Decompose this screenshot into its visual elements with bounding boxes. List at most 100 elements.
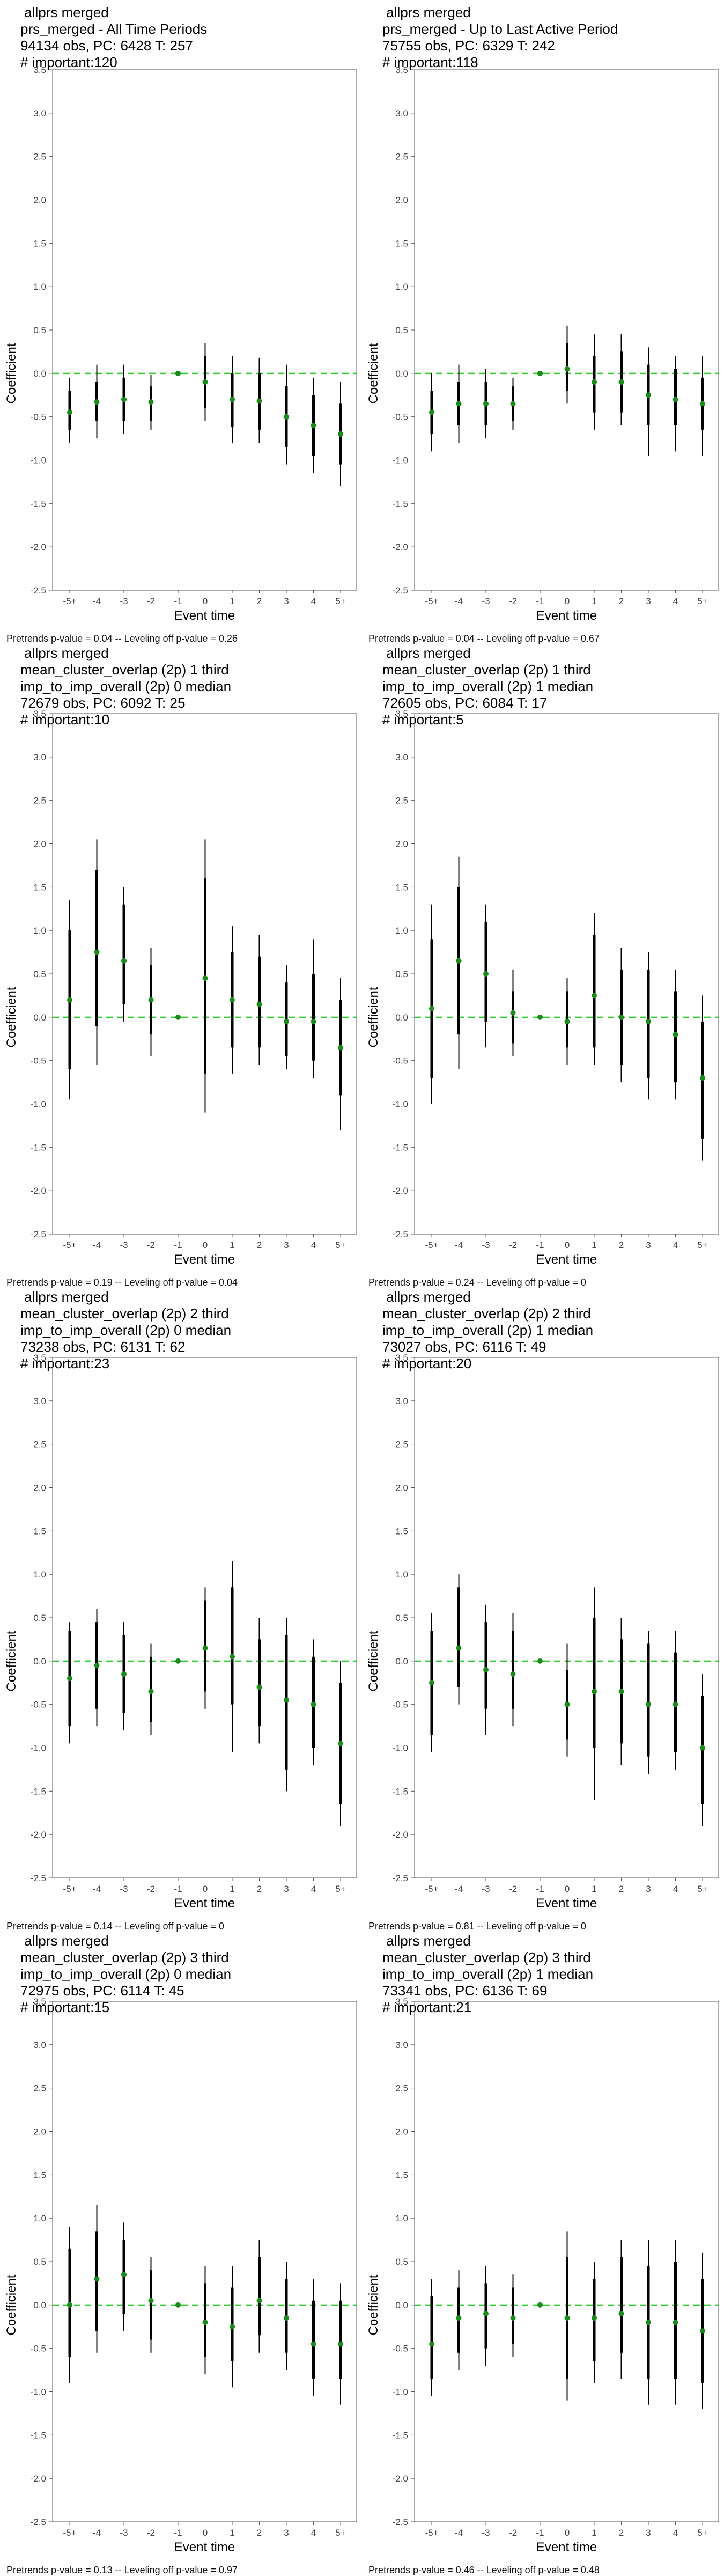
coefficient-point <box>537 371 543 376</box>
coefficient-point <box>121 2272 127 2277</box>
y-tick-label: 1.0 <box>395 1569 408 1580</box>
x-tick-label: -4 <box>455 1240 463 1250</box>
x-tick-label: 2 <box>619 2528 624 2538</box>
coefficient-point <box>230 397 235 402</box>
x-tick-label: 2 <box>619 1240 624 1250</box>
coefficient-point <box>483 971 489 977</box>
coefficient-point <box>592 2315 597 2321</box>
x-axis-label: Event time <box>401 2540 724 2555</box>
y-tick-label: 3.0 <box>33 108 46 119</box>
pvalue-footnote: Pretrends p-value = 0.46 -- Leveling off… <box>368 2565 600 2576</box>
y-tick-label: -0.5 <box>393 1700 408 1710</box>
plot-frame <box>53 2001 357 2522</box>
y-axis-label: Coefficient <box>366 2267 381 2343</box>
x-tick-label: -4 <box>455 2528 463 2538</box>
y-tick-label: -1.5 <box>31 2430 46 2440</box>
x-tick-label: 2 <box>619 1884 624 1894</box>
coefficient-point <box>203 379 208 385</box>
x-tick-label: -4 <box>455 1884 463 1894</box>
y-tick-label: -0.5 <box>393 1056 408 1066</box>
coefficient-point <box>175 1658 181 1664</box>
coefficient-point <box>619 1015 624 1020</box>
x-tick-label: -5+ <box>63 596 76 606</box>
x-tick-label: 4 <box>311 596 316 606</box>
y-tick-label: -1.5 <box>393 2430 408 2440</box>
y-tick-label: 0.5 <box>395 325 408 335</box>
x-tick-label: -3 <box>482 1240 490 1250</box>
y-tick-label: 3.0 <box>395 2040 408 2050</box>
coefficient-point <box>646 2320 651 2325</box>
y-tick-label: 1.5 <box>33 2170 46 2180</box>
y-axis-label: Coefficient <box>4 980 19 1055</box>
coefficient-point <box>673 1702 678 1707</box>
coefficient-point <box>338 1045 343 1050</box>
coefficient-point <box>646 1702 651 1707</box>
coefficient-point <box>565 1019 570 1024</box>
y-tick-label: 3.5 <box>395 1997 408 2007</box>
coefficient-point <box>619 2311 624 2316</box>
y-tick-label: -1.5 <box>393 1786 408 1796</box>
x-tick-label: -5+ <box>63 1884 76 1894</box>
y-tick-label: -1.0 <box>31 456 46 466</box>
y-tick-label: 3.5 <box>33 65 46 75</box>
y-tick-label: -0.5 <box>31 2344 46 2354</box>
x-tick-label: -2 <box>509 2528 517 2538</box>
y-tick-label: -2.0 <box>393 542 408 552</box>
y-tick-label: 1.5 <box>395 1526 408 1536</box>
y-tick-label: -2.0 <box>31 542 46 552</box>
y-axis-label: Coefficient <box>4 336 19 411</box>
y-tick-label: 2.0 <box>33 195 46 206</box>
coefficient-point <box>94 399 100 405</box>
y-tick-label: 3.0 <box>395 108 408 119</box>
coefficient-point <box>203 1646 208 1651</box>
y-axis-label: Coefficient <box>4 2267 19 2343</box>
coefficient-point <box>456 401 462 406</box>
coefficient-point <box>311 1702 316 1707</box>
y-tick-label: 1.0 <box>395 2213 408 2223</box>
y-tick-label: 0.5 <box>33 1613 46 1623</box>
x-tick-label: -3 <box>120 596 128 606</box>
x-tick-label: -4 <box>93 2528 101 2538</box>
y-tick-label: -2.5 <box>393 1229 408 1239</box>
y-tick-label: 1.5 <box>395 882 408 892</box>
y-tick-label: -2.5 <box>31 1873 46 1883</box>
y-tick-label: -2.0 <box>31 2474 46 2484</box>
x-tick-label: 3 <box>284 596 289 606</box>
coefficient-point <box>456 958 462 964</box>
coefficient-point <box>149 997 154 1003</box>
x-tick-label: -5+ <box>425 596 438 606</box>
x-tick-label: -3 <box>120 1240 128 1250</box>
y-tick-label: -2.5 <box>31 1229 46 1239</box>
y-tick-label: 3.5 <box>395 65 408 75</box>
coefficient-point <box>338 431 343 437</box>
x-tick-label: 2 <box>257 2528 262 2538</box>
coefficient-point <box>673 1032 678 1037</box>
y-tick-label: -0.5 <box>393 2344 408 2354</box>
y-tick-label: 2.0 <box>395 195 408 206</box>
coefficient-point <box>94 1663 100 1668</box>
y-tick-label: -1.5 <box>393 1142 408 1153</box>
coefficient-point <box>456 2315 462 2321</box>
x-tick-label: 2 <box>257 596 262 606</box>
coefficient-point <box>94 950 100 955</box>
pvalue-footnote: Pretrends p-value = 0.19 -- Leveling off… <box>6 1277 238 1288</box>
coefficient-point <box>429 410 434 415</box>
x-tick-label: 0 <box>565 596 570 606</box>
y-tick-label: 2.5 <box>33 1440 46 1450</box>
coefficient-point <box>121 397 127 402</box>
pvalue-footnote: Pretrends p-value = 0.81 -- Leveling off… <box>368 1921 586 1932</box>
coefficient-point <box>311 423 316 428</box>
x-tick-label: 5+ <box>697 2528 707 2538</box>
coefficient-point <box>565 1702 570 1707</box>
y-tick-label: 3.0 <box>395 752 408 762</box>
coefficient-point <box>67 997 72 1003</box>
coefficient-point <box>284 1019 289 1024</box>
x-tick-label: -3 <box>120 2528 128 2538</box>
y-tick-label: 0.5 <box>395 2257 408 2267</box>
chart-svg: 3.53.02.52.01.51.00.50.0-0.5-1.0-1.5-2.0… <box>362 1288 724 1932</box>
coefficient-point <box>592 379 597 385</box>
x-axis-label: Event time <box>401 608 724 623</box>
y-tick-label: -1.5 <box>393 498 408 509</box>
y-tick-label: 0.5 <box>33 2257 46 2267</box>
y-tick-label: -2.5 <box>31 2517 46 2527</box>
